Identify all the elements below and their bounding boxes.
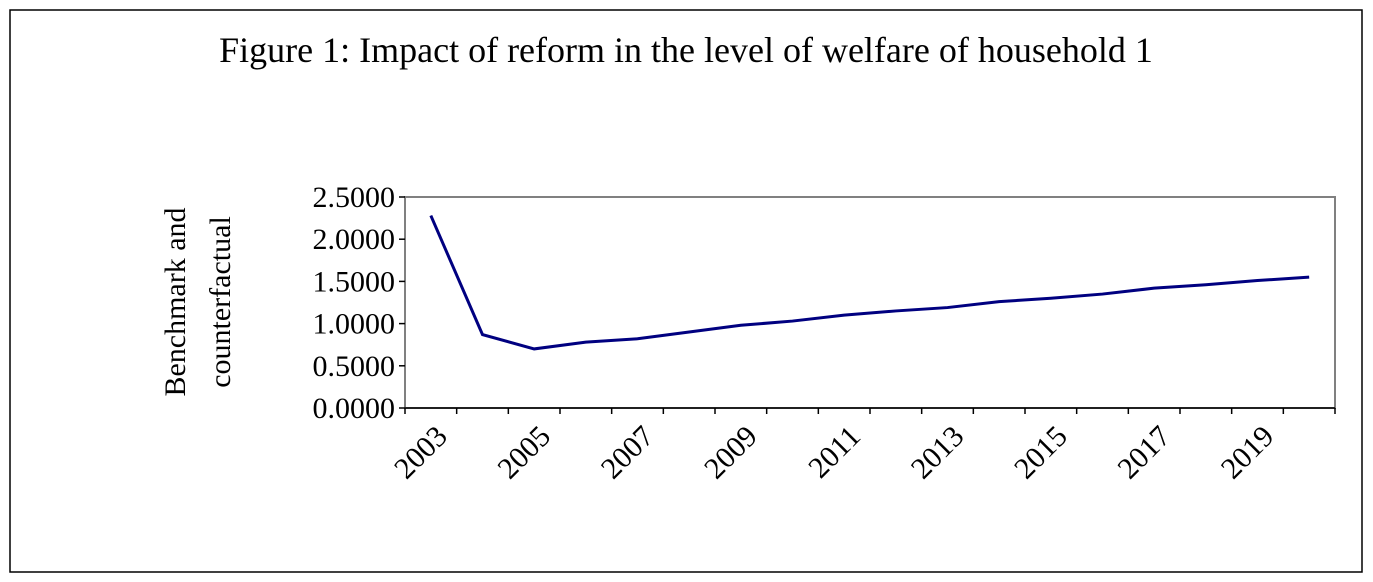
y-tick-label: 0.5000	[313, 350, 396, 383]
y-tick-label: 1.0000	[313, 308, 396, 341]
chart-title: Figure 1: Impact of reform in the level …	[219, 30, 1153, 70]
line-series	[429, 214, 1310, 351]
y-axis-label: counterfactual	[204, 216, 237, 388]
y-tick-label: 2.5000	[313, 181, 396, 214]
y-tick-label: 2.0000	[313, 223, 396, 256]
y-tick-label: 1.5000	[313, 265, 396, 298]
y-tick-label: 0.0000	[313, 392, 396, 425]
y-axis-label: Benchmark and	[159, 207, 192, 396]
